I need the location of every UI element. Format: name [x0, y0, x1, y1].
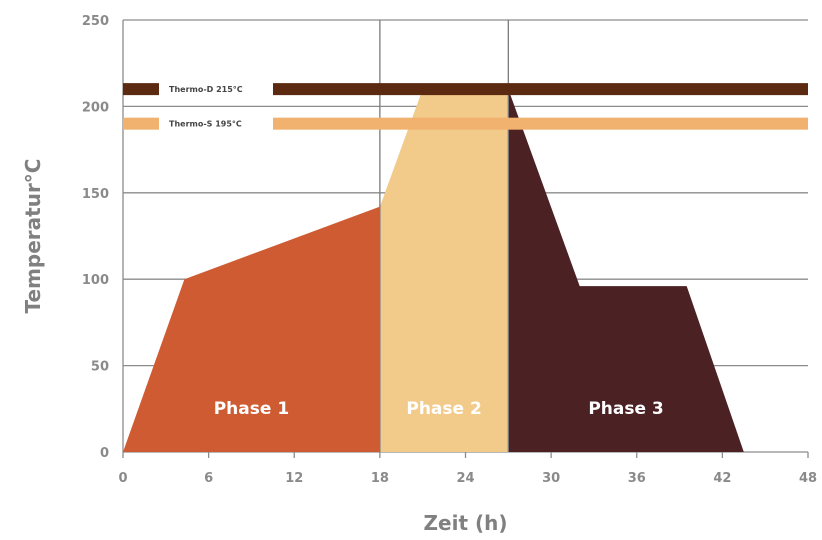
- phase-1-area: [123, 206, 380, 452]
- phase-labels-layer: Phase 1 Phase 2 Phase 3: [214, 399, 664, 419]
- x-tick-label: 42: [713, 471, 731, 486]
- x-tick-label: 12: [285, 471, 303, 486]
- x-tick-label: 24: [456, 471, 474, 486]
- y-tick-label: 150: [82, 187, 109, 202]
- axis-layer: Zeit (h) Temperatur°C 0 50 100 150 200 250 0 6 1…: [21, 14, 817, 535]
- x-tick-label: 36: [628, 471, 646, 486]
- phase-2-label: Phase 2: [406, 399, 481, 419]
- reference-lines-layer: Thermo-D 215°C Thermo-S 195°C: [123, 83, 808, 130]
- thermo-s-195-c-band: [123, 117, 159, 130]
- x-tick-label: 18: [371, 471, 389, 486]
- y-tick-label: 250: [82, 14, 109, 29]
- phase-1-label: Phase 1: [214, 399, 289, 419]
- x-tick-label: 48: [799, 471, 817, 486]
- x-axis-title: Zeit (h): [424, 511, 508, 535]
- thermo-d-215-c-band: [273, 83, 808, 96]
- y-tick-label: 50: [91, 360, 109, 375]
- thermo-d-215-c-band: [123, 83, 159, 96]
- y-tick-label: 200: [82, 100, 109, 115]
- thermo-s-195-c-band: [273, 117, 808, 130]
- y-axis-title: Temperatur°C: [21, 159, 45, 314]
- x-tick-label: 0: [118, 471, 127, 486]
- phase-3-area: [508, 89, 744, 452]
- y-tick-label: 100: [82, 273, 109, 288]
- y-tick-label: 0: [100, 446, 109, 461]
- phase-3-label: Phase 3: [588, 399, 663, 419]
- thermo-s-195-c-label: Thermo-S 195°C: [169, 120, 242, 129]
- phase-2-area: [379, 89, 509, 452]
- thermo-d-215-c-label: Thermo-D 215°C: [169, 85, 243, 94]
- x-tick-label: 30: [542, 471, 560, 486]
- area-layer: [123, 89, 744, 452]
- x-tick-label: 6: [204, 471, 213, 486]
